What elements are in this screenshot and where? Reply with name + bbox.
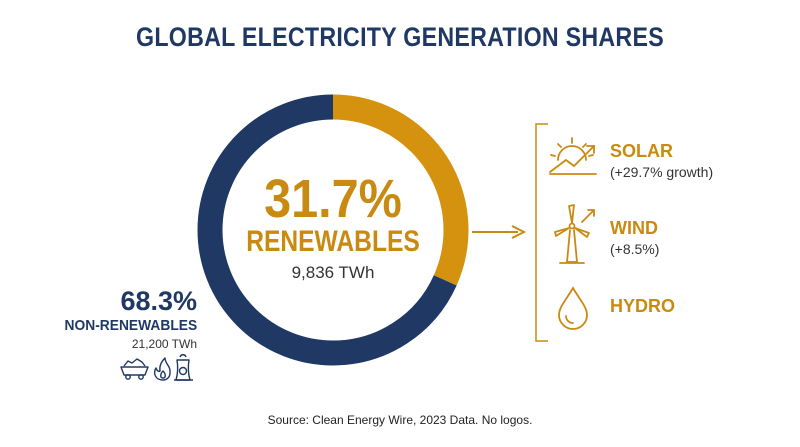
legend-wind-note: (+8.5%) xyxy=(610,241,660,257)
legend-wind-name: WIND xyxy=(610,218,658,238)
coal-cart-icon xyxy=(120,358,149,380)
chart-title: GLOBAL ELECTRICITY GENERATION SHARES xyxy=(136,22,664,52)
renewables-label: RENEWABLES xyxy=(246,225,420,258)
legend-item-hydro: HYDRO xyxy=(610,297,675,315)
wind-turbine-icon xyxy=(554,204,595,264)
legend-item-solar: SOLAR (+29.7% growth) xyxy=(610,142,713,179)
arrow-head xyxy=(511,225,527,239)
flame-icon xyxy=(154,357,171,381)
nonrenewables-energy: 21,200 TWh xyxy=(131,337,197,351)
source-note: Source: Clean Energy Wire, 2023 Data. No… xyxy=(267,413,533,427)
nuclear-plant-icon xyxy=(174,354,193,381)
nonrenewables-percentage: 68.3% xyxy=(120,286,197,316)
legend-item-wind: WIND (+8.5%) xyxy=(610,219,659,256)
nonrenewables-label: NON-RENEWABLES xyxy=(64,317,197,334)
water-drop-icon xyxy=(558,286,588,330)
legend-bracket xyxy=(535,123,548,342)
legend-hydro-name: HYDRO xyxy=(610,296,676,316)
renewables-percentage: 31.7% xyxy=(264,169,402,229)
solar-icon xyxy=(549,137,597,175)
slice-non-renewables xyxy=(197,94,469,366)
renewables-energy: 9,836 TWh xyxy=(291,263,375,282)
legend-solar-name: SOLAR xyxy=(610,141,673,161)
legend-solar-note: (+29.7% growth) xyxy=(610,164,714,180)
